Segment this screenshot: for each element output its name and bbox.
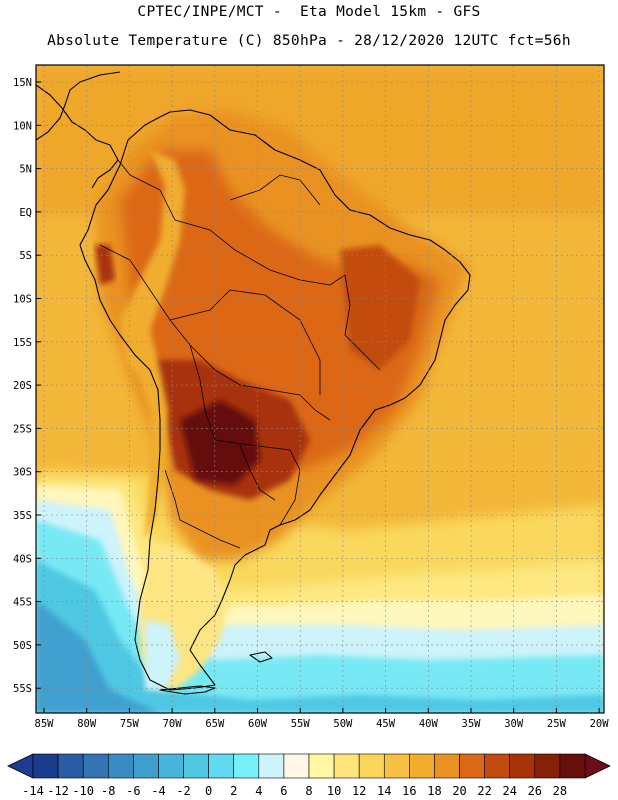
lon-label: 75W [120, 718, 140, 730]
colorbar-label: 22 [477, 784, 491, 798]
colorbar-arrow-left [7, 753, 34, 779]
lon-label: 40W [419, 718, 439, 730]
lat-label: 55S [13, 683, 32, 695]
colorbar-swatch [383, 753, 410, 779]
colorbar-swatch [107, 753, 134, 779]
colorbar-label: 26 [528, 784, 542, 798]
colorbar-label: 14 [377, 784, 391, 798]
colorbar-label: -2 [176, 784, 190, 798]
lon-label: 80W [77, 718, 97, 730]
plot-frame [35, 64, 605, 714]
field-band-cold [36, 600, 160, 713]
field-land-28 [180, 400, 260, 485]
lat-label: 15S [13, 337, 32, 349]
colorbar-swatch [233, 753, 260, 779]
colorbar-label: 8 [305, 784, 312, 798]
lat-label: 35S [13, 510, 32, 522]
colorbar-label: 16 [402, 784, 416, 798]
lat-label: 5S [19, 250, 32, 262]
colorbar-label: 4 [255, 784, 262, 798]
lat-label: 10S [13, 294, 32, 306]
colorbar-label: -10 [72, 784, 94, 798]
lat-label: 25S [13, 423, 32, 435]
colorbar-swatch [434, 753, 460, 779]
lat-label: 30S [13, 467, 32, 479]
lat-label: 5N [19, 164, 32, 176]
colorbar-label: 20 [452, 784, 466, 798]
colorbar-swatch [559, 753, 586, 779]
lon-label: 45W [376, 718, 396, 730]
colorbar-swatch [509, 753, 536, 779]
colorbar-label: -6 [126, 784, 140, 798]
colorbar-swatch [484, 753, 511, 779]
colorbar-label: -12 [47, 784, 69, 798]
colorbar-label: 2 [230, 784, 237, 798]
colorbar-swatch [283, 753, 310, 779]
colorbar-swatch [57, 753, 84, 779]
lat-label: 10N [13, 120, 32, 132]
colorbar-swatch [358, 753, 385, 779]
colorbar-label: 10 [327, 784, 341, 798]
colorbar-swatch [158, 753, 184, 779]
graticule [36, 65, 604, 713]
colorbar-label: 28 [553, 784, 567, 798]
lon-label: 25W [547, 718, 567, 730]
colorbar-swatch [333, 753, 360, 779]
lon-label: 50W [333, 718, 353, 730]
colorbar-swatch [208, 753, 235, 779]
field-andes [120, 150, 185, 540]
lat-label: 15N [13, 77, 32, 89]
map-title-line1: CPTEC/INPE/MCT - Eta Model 15km - GFS [137, 4, 481, 20]
colorbar-swatch [459, 753, 485, 779]
colorbar-swatch [308, 753, 335, 779]
colorbar-label: -14 [22, 784, 44, 798]
lon-label: 60W [248, 718, 268, 730]
temperature-field [36, 65, 604, 713]
colorbar-label: 24 [503, 784, 517, 798]
lon-label: 30W [504, 718, 524, 730]
lat-label: 50S [13, 640, 32, 652]
map-title-line2: Absolute Temperature (C) 850hPa - 28/12/… [47, 33, 571, 49]
lat-axis-labels: 15N 10N 5N EQ 5S 10S 15S 20S 25S 30S 35S 40S 45S 50S 5… [13, 77, 41, 695]
lon-label: 70W [163, 718, 183, 730]
colorbar-label: 0 [205, 784, 212, 798]
lon-label: 20W [590, 718, 610, 730]
colorbar-swatch [183, 753, 209, 779]
country-borders [99, 159, 381, 549]
colorbar-arrow-right [584, 753, 611, 779]
lon-label: 85W [35, 718, 55, 730]
colorbar-label: 12 [352, 784, 366, 798]
lat-label: EQ [19, 207, 32, 219]
colorbar-label: 18 [427, 784, 441, 798]
colorbar-label: 6 [280, 784, 287, 798]
colorbar-swatch [32, 753, 59, 779]
colorbar: -14 -12 -10 -8 -6 -4 -2 0 2 4 6 8 10 12 14 16 18 20 22 24 26… [7, 753, 611, 798]
colorbar-swatch [258, 753, 285, 779]
colorbar-swatch [409, 753, 435, 779]
lat-label: 20S [13, 380, 32, 392]
colorbar-label: -4 [151, 784, 165, 798]
lon-axis-labels: 85W 80W 75W 70W 65W 60W 55W 50W 45W 40W 35W 30W 25W 2… [35, 708, 610, 730]
colorbar-swatch [82, 753, 109, 779]
coastline-falklands [249, 651, 273, 663]
lat-label: 40S [13, 553, 32, 565]
colorbar-label: -8 [101, 784, 115, 798]
coastline-tierra-del-fuego [159, 685, 216, 695]
lat-label: 45S [13, 597, 32, 609]
coastline-caribbean [36, 71, 121, 141]
lon-label: 35W [462, 718, 482, 730]
lon-label: 65W [205, 718, 225, 730]
colorbar-swatch [534, 753, 561, 779]
coastline-central-america [36, 84, 119, 189]
colorbar-swatch [133, 753, 159, 779]
lon-label: 55W [291, 718, 311, 730]
